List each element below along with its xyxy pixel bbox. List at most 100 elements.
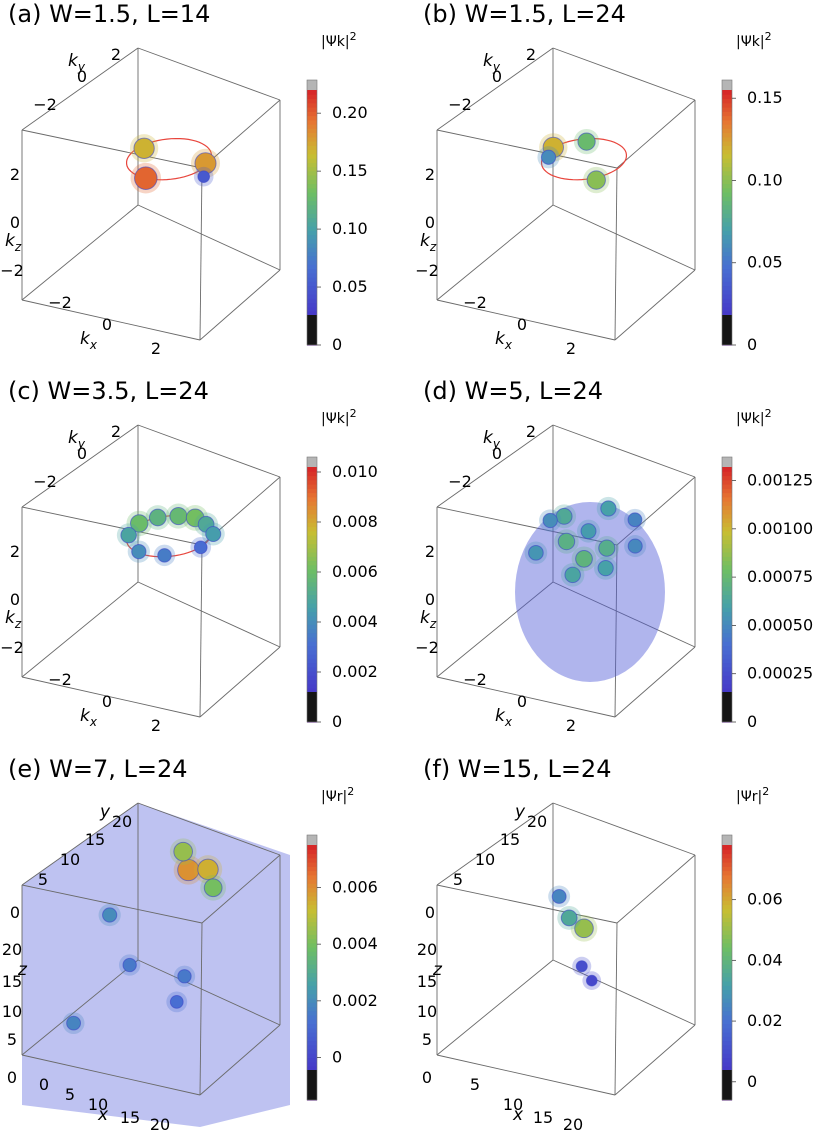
box-edge <box>552 959 696 1026</box>
colorbar-swatch <box>722 204 732 210</box>
colorbar-swatch <box>722 221 732 227</box>
colorbar-swatch <box>722 251 732 257</box>
tick-label: −2 <box>33 472 57 491</box>
tick-label: −2 <box>463 293 487 312</box>
colorbar-tick-label: 0.002 <box>332 991 378 1010</box>
colorbar-swatch <box>307 272 317 278</box>
colorbar-swatch <box>307 268 317 274</box>
panel-d: (d) W=5, L=24 2 0 −2 ky 2 0 −2 kz −2 0 2 kx 0 0.00025 0… <box>415 377 830 754</box>
colorbar-swatch <box>722 170 732 176</box>
colorbar-swatch <box>722 166 732 172</box>
colorbar-swatch <box>722 183 732 189</box>
data-point <box>193 540 208 555</box>
colorbar-swatch <box>722 162 732 168</box>
colorbar-swatch <box>722 230 732 236</box>
colorbar-tick-label: 0.002 <box>332 662 378 681</box>
colorbar-cap <box>722 315 732 345</box>
axis-label: kz <box>5 608 22 631</box>
colorbar-swatch <box>307 564 317 570</box>
tick-label: 2 <box>10 542 20 561</box>
colorbar-swatch <box>722 849 732 855</box>
tick-label: 10 <box>60 850 80 869</box>
colorbar-swatch <box>722 560 732 566</box>
colorbar-swatch <box>307 522 317 528</box>
axis-label: x <box>97 1105 109 1125</box>
colorbar-swatch <box>722 675 732 681</box>
colorbar-label: |Ψr|2 <box>736 785 769 805</box>
tick-label: −2 <box>48 293 72 312</box>
axis-label: kz <box>5 231 22 254</box>
colorbar-swatch <box>307 552 317 557</box>
colorbar-swatch <box>722 594 732 600</box>
tick-label: 20 <box>2 940 22 959</box>
colorbar-swatch <box>307 251 317 257</box>
data-point <box>598 539 616 557</box>
colorbar-swatch <box>722 607 732 613</box>
data-points <box>116 503 225 567</box>
box-edge <box>137 959 281 1026</box>
colorbar-swatch <box>722 535 732 540</box>
colorbar-swatch <box>722 124 732 129</box>
colorbar-swatch <box>722 930 732 935</box>
colorbar-swatch <box>307 238 317 244</box>
colorbar-swatch <box>307 917 317 923</box>
tick-label: −2 <box>448 472 472 491</box>
colorbar-swatch <box>307 594 317 600</box>
colorbar-swatch <box>307 675 317 681</box>
colorbar-swatch <box>307 192 317 197</box>
colorbar-swatch <box>307 136 317 142</box>
data-point <box>586 170 606 190</box>
tick-label: 5 <box>65 1085 75 1104</box>
colorbar-swatch <box>722 921 732 927</box>
tick-label: 15 <box>417 972 437 991</box>
axis-label: kx <box>80 329 98 352</box>
colorbar-swatch <box>307 896 317 901</box>
box-edge <box>137 47 281 101</box>
tick-label: 20 <box>417 940 437 959</box>
colorbar-swatch <box>722 615 732 621</box>
colorbar-label: |Ψk|2 <box>321 407 357 427</box>
tick-label: 0 <box>7 1068 17 1087</box>
tick-label: 0 <box>77 444 87 463</box>
colorbar-swatch <box>722 981 732 986</box>
colorbar-swatch <box>722 247 732 253</box>
colorbar-swatch <box>307 1053 317 1059</box>
box-edge <box>436 802 554 886</box>
colorbar-swatch <box>307 115 317 121</box>
colorbar-swatch <box>722 90 732 95</box>
colorbar-swatch <box>307 102 317 108</box>
colorbar-frame <box>721 79 733 346</box>
nodal-ring <box>126 138 212 181</box>
colorbar-tick-label: 0 <box>332 335 342 354</box>
colorbar-swatch <box>307 1027 317 1033</box>
axis-label: ky <box>483 428 501 451</box>
colorbar-swatch <box>307 641 317 647</box>
colorbar-swatch <box>722 518 732 523</box>
axis-label: y <box>99 802 111 822</box>
colorbar-swatch <box>722 543 732 549</box>
tick-label: −2 <box>33 95 57 114</box>
box-edge <box>552 802 696 856</box>
tick-label: 15 <box>500 830 520 849</box>
colorbar-swatch <box>722 264 732 270</box>
colorbar-swatch <box>307 119 317 125</box>
colorbar-swatch <box>307 492 317 498</box>
colorbar-swatch <box>722 908 732 914</box>
bounding-box <box>436 47 696 341</box>
colorbar-frame <box>306 456 318 723</box>
data-point <box>575 549 593 568</box>
colorbar-swatch <box>722 179 732 185</box>
colorbar-cap <box>722 457 732 467</box>
colorbar-swatch <box>307 204 317 210</box>
colorbar-cap <box>307 315 317 345</box>
colorbar-swatch <box>307 311 317 316</box>
colorbar-swatch <box>307 573 317 579</box>
colorbar-swatch <box>722 938 732 944</box>
box-edge <box>436 959 554 1056</box>
colorbar-swatch <box>722 513 732 519</box>
colorbar-swatch <box>722 94 732 100</box>
panel-title: (a) W=1.5, L=14 <box>8 0 211 28</box>
colorbar-swatch <box>307 526 317 532</box>
colorbar-swatch <box>722 586 732 591</box>
